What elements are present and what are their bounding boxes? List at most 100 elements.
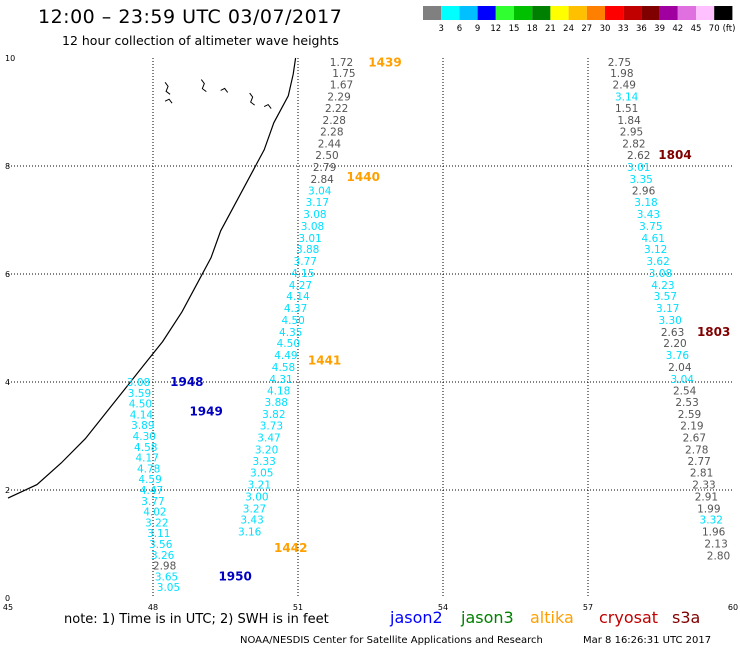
- swh-label-altika: 3.00: [245, 491, 268, 503]
- colorbar-swatch: [514, 6, 533, 20]
- x-tick-label: 60: [728, 603, 738, 612]
- swh-label-jason2: 2.98: [153, 561, 176, 573]
- y-tick-label: 4: [5, 378, 10, 387]
- swh-label-altika: 4.31: [269, 374, 292, 386]
- swh-label-cryosat: 2.13: [704, 538, 727, 550]
- coastline: [7, 57, 297, 499]
- x-tick-label: 48: [148, 603, 158, 612]
- swh-label-cryosat: 4.23: [651, 280, 674, 292]
- colorbar-swatch: [459, 6, 478, 20]
- pass-label-jason2: 1950: [218, 569, 251, 583]
- colorbar-label: 42: [672, 24, 683, 34]
- pass-label-altika: 1440: [347, 170, 380, 184]
- swh-label-altika: 3.88: [265, 397, 288, 409]
- swh-label-jason2: 4.02: [143, 507, 166, 519]
- pass-label-cryosat: 1803: [697, 325, 730, 339]
- swh-label-cryosat: 2.77: [687, 456, 710, 468]
- swh-label-cryosat: 2.20: [663, 338, 686, 350]
- swh-label-altika: 4.15: [291, 268, 314, 280]
- swh-label-altika: 1.72: [330, 57, 353, 69]
- swh-label-altika: 3.08: [303, 209, 326, 221]
- pass-labels: 1439 1440 1441 1442 1948 1949 1950 1804 1803: [170, 55, 730, 583]
- colorbar-label: 12: [490, 24, 501, 34]
- y-tick-label: 10: [5, 54, 15, 63]
- x-tick-label: 45: [3, 603, 13, 612]
- page-subtitle: 12 hour collection of altimeter wave hei…: [62, 33, 339, 48]
- swh-label-altika: 2.29: [327, 91, 350, 103]
- colorbar-swatch: [441, 6, 460, 20]
- legend-jason2: jason2: [390, 608, 443, 627]
- colorbar-swatch: [550, 6, 569, 20]
- swh-label-cryosat: 2.04: [668, 362, 692, 374]
- swh-label-altika: 3.05: [250, 468, 273, 480]
- swh-label-jason2: 3.65: [155, 571, 178, 583]
- colorbar-swatch: [477, 6, 496, 20]
- legend-cryosat: cryosat: [599, 608, 659, 627]
- swh-label-cryosat: 2.54: [673, 386, 697, 398]
- map-grid: [8, 58, 733, 598]
- axis-ticks: 45 48 51 54 57 60 10 8 6 4 2 0: [3, 54, 738, 612]
- colorbar: 3 6 9 12 15 18 21 24 27 30 33 36 39 42 45 70 (ft): [423, 6, 735, 34]
- colorbar-label: 3: [438, 24, 443, 34]
- swh-label-jason2: 3.22: [145, 517, 168, 529]
- swh-label-altika: 2.22: [325, 103, 348, 115]
- colorbar-swatch: [696, 6, 715, 20]
- swh-label-altika: 2.44: [318, 138, 342, 150]
- swh-label-altika: 3.27: [243, 503, 266, 515]
- swh-label-cryosat: 3.76: [666, 350, 690, 362]
- swh-label-cryosat: 1.98: [610, 68, 633, 80]
- swh-label-altika: 3.73: [260, 421, 283, 433]
- swh-label-cryosat: 2.78: [685, 445, 708, 457]
- swh-label-altika: 4.14: [286, 291, 310, 303]
- swh-label-cryosat: 3.32: [700, 515, 723, 527]
- swh-label-jason2: 4.30: [133, 431, 156, 443]
- swh-label-altika: 3.20: [255, 445, 278, 457]
- swh-label-jason2: 3.05: [157, 582, 180, 594]
- colorbar-label: 45: [691, 24, 702, 34]
- swh-label-altika: 2.28: [323, 115, 346, 127]
- colorbar-label: 24: [563, 24, 574, 34]
- swh-label-cryosat: 1.51: [615, 103, 638, 115]
- legend-note: note: 1) Time is in UTC; 2) SWH is in fe…: [64, 612, 329, 627]
- swh-label-cryosat: 2.80: [707, 550, 730, 562]
- swh-label-altika: 3.01: [298, 233, 321, 245]
- swh-label-altika: 3.16: [238, 527, 262, 539]
- swh-label-jason2: 4.50: [129, 399, 152, 411]
- swh-label-cryosat: 3.01: [627, 162, 650, 174]
- swh-label-altika: 3.88: [296, 244, 319, 256]
- pass-label-jason2: 1948: [170, 375, 203, 389]
- colorbar-label: 9: [475, 24, 480, 34]
- swh-label-cryosat: 3.04: [671, 374, 695, 386]
- swh-label-jason2: 3.11: [147, 528, 170, 540]
- y-tick-label: 6: [5, 270, 10, 279]
- swh-label-altika: 2.79: [313, 162, 336, 174]
- swh-label-altika: 2.50: [315, 150, 338, 162]
- pass-label-jason2: 1949: [189, 405, 222, 419]
- pass-label-altika: 1441: [308, 353, 341, 367]
- swh-label-jason2: 3.08: [127, 377, 150, 389]
- swh-label-altika: 3.43: [240, 515, 263, 527]
- swh-label-jason2: 4.58: [134, 442, 157, 454]
- y-tick-label: 8: [5, 162, 10, 171]
- swh-label-cryosat: 3.08: [649, 268, 672, 280]
- swh-label-altika: 4.18: [267, 386, 290, 398]
- swh-label-cryosat: 2.59: [678, 409, 701, 421]
- colorbar-swatch: [532, 6, 551, 20]
- swh-label-cryosat: 3.30: [658, 315, 681, 327]
- swh-label-jason2: 4.59: [138, 474, 161, 486]
- swh-label-cryosat: 4.61: [642, 233, 665, 245]
- page-title: 12:00 – 23:59 UTC 03/07/2017: [38, 6, 343, 28]
- colorbar-label: 27: [581, 24, 592, 34]
- colorbar-swatch: [623, 6, 642, 20]
- swh-label-cryosat: 2.19: [680, 421, 703, 433]
- swh-label-jason2: 4.17: [136, 453, 159, 465]
- swh-label-altika: 3.77: [294, 256, 317, 268]
- swh-label-jason2: 3.89: [131, 420, 154, 432]
- pass-label-altika: 1442: [274, 541, 307, 555]
- colorbar-swatch: [605, 6, 624, 20]
- swh-label-cryosat: 2.95: [620, 126, 643, 138]
- swh-label-altika: 3.04: [308, 185, 332, 197]
- swh-label-altika: 4.50: [277, 338, 300, 350]
- swh-label-cryosat: 3.62: [646, 256, 669, 268]
